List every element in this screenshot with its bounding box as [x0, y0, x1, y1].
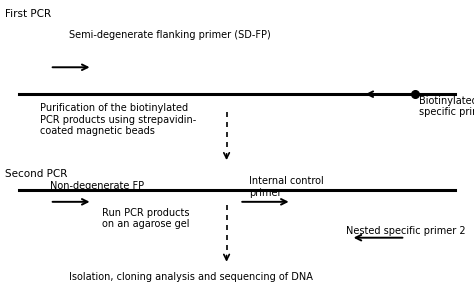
- Text: Semi-degenerate flanking primer (SD-FP): Semi-degenerate flanking primer (SD-FP): [69, 30, 271, 40]
- Text: Non-degenerate FP: Non-degenerate FP: [50, 181, 144, 191]
- Text: Nested specific primer 2: Nested specific primer 2: [346, 226, 465, 236]
- Text: Isolation, cloning analysis and sequencing of DNA: Isolation, cloning analysis and sequenci…: [69, 271, 313, 282]
- Text: Run PCR products
on an agarose gel: Run PCR products on an agarose gel: [102, 208, 190, 229]
- Text: Second PCR: Second PCR: [5, 169, 67, 179]
- Text: Purification of the biotinylated
PCR products using strepavidin-
coated magnetic: Purification of the biotinylated PCR pro…: [40, 103, 197, 136]
- Text: First PCR: First PCR: [5, 9, 51, 19]
- Text: Internal control
primer: Internal control primer: [249, 176, 324, 198]
- Text: Biotinylated
specific primer: Biotinylated specific primer: [419, 96, 474, 117]
